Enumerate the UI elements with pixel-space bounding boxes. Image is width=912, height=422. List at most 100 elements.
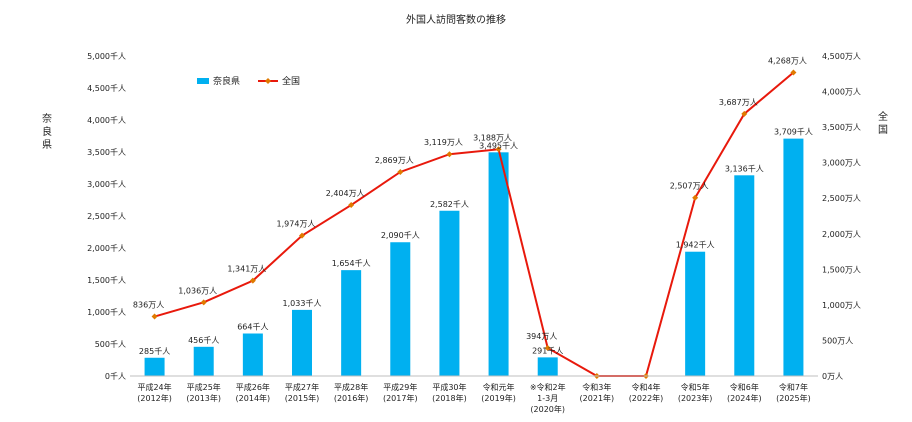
bar — [488, 152, 509, 376]
bar-data-label: 3,709千人 — [774, 127, 813, 137]
category-label: (2024年) — [727, 393, 762, 403]
bar-data-label: 1,654千人 — [332, 258, 371, 268]
line-data-label: 2,869万人 — [375, 156, 414, 165]
category-label: 1-3月 — [537, 394, 558, 403]
category-label: 令和5年 — [681, 382, 710, 392]
left-tick-label: 3,500千人 — [87, 147, 126, 157]
line-marker — [200, 299, 207, 306]
category-label: 令和3年 — [582, 382, 611, 392]
right-tick-label: 2,000万人 — [822, 230, 861, 239]
legend-marker — [265, 78, 271, 84]
right-tick-label: 3,000万人 — [822, 159, 861, 168]
bar-data-labels: 285千人 456千人 664千人 1,033千人 1,654千人 2,090千人 2,58… — [139, 127, 813, 356]
left-tick-label: 5,000千人 — [87, 51, 126, 61]
line-data-label: 1,341万人 — [227, 265, 266, 274]
category-label: ※令和2年 — [530, 382, 566, 392]
category-label: 平成29年 — [383, 382, 417, 392]
line-marker — [249, 277, 256, 284]
category-label: (2016年) — [334, 393, 369, 403]
left-tick-label: 4,500千人 — [87, 83, 126, 93]
legend: 奈良県 全国 — [197, 75, 300, 87]
right-tick-label: 500万人 — [822, 336, 853, 345]
right-tick-label: 3,500万人 — [822, 123, 861, 132]
bar-data-label: 664千人 — [237, 322, 268, 332]
line-data-label: 2,404万人 — [326, 189, 365, 198]
line-marker — [446, 151, 453, 158]
category-label: 平成28年 — [334, 382, 368, 392]
line-data-label: 3,687万人 — [719, 98, 758, 107]
left-tick-label: 0千人 — [105, 371, 126, 381]
line-data-label: 836万人 — [133, 301, 164, 310]
category-label: 令和6年 — [730, 382, 759, 392]
category-label: (2020年) — [530, 404, 565, 414]
left-tick-label: 500千人 — [95, 339, 126, 349]
line-marker — [495, 146, 502, 153]
category-label: (2023年) — [678, 393, 713, 403]
left-tick-label: 2,500千人 — [87, 211, 126, 221]
line-marker — [348, 202, 355, 209]
bar — [439, 210, 460, 376]
category-label: 令和元年 — [483, 382, 515, 392]
left-tick-label: 3,000千人 — [87, 179, 126, 189]
left-tick-label: 2,000千人 — [87, 243, 126, 253]
line-marker — [741, 110, 748, 117]
category-label: (2013年) — [186, 393, 221, 403]
bar — [242, 333, 263, 376]
category-label: (2015年) — [285, 393, 320, 403]
line-data-label: 2,507万人 — [670, 182, 709, 191]
line-data-label: 394万人 — [526, 332, 557, 341]
bar — [685, 251, 706, 376]
bar-data-label: 1,942千人 — [676, 240, 715, 250]
legend-label-nara: 奈良県 — [213, 75, 240, 87]
right-tick-label: 1,000万人 — [822, 301, 861, 310]
category-label: (2025年) — [776, 393, 811, 403]
left-tick-label: 4,000千人 — [87, 115, 126, 125]
bar — [390, 242, 411, 376]
right-tick-label: 2,500万人 — [822, 194, 861, 203]
left-tick-label: 1,500千人 — [87, 275, 126, 285]
bar-data-label: 2,582千人 — [430, 199, 469, 209]
line-data-label: 3,119万人 — [424, 138, 463, 147]
line-marker — [544, 344, 551, 351]
bar — [783, 138, 804, 376]
category-label: 平成24年 — [137, 382, 171, 392]
category-label: 平成25年 — [187, 382, 221, 392]
bar-data-label: 291千人 — [532, 345, 563, 355]
line-marker — [790, 69, 797, 76]
category-label: 令和4年 — [631, 382, 660, 392]
left-axis-title-char: 奈 — [42, 112, 52, 125]
line-path — [154, 71, 795, 377]
bar — [537, 357, 558, 376]
category-label: (2018年) — [432, 393, 467, 403]
bar-data-label: 285千人 — [139, 346, 170, 356]
right-axis-title: 全国 — [878, 110, 888, 136]
bar — [144, 357, 165, 376]
bar-data-label: 1,033千人 — [283, 298, 322, 308]
line-data-label: 1,974万人 — [277, 220, 316, 229]
category-label: (2021年) — [580, 393, 615, 403]
bar-data-label: 2,090千人 — [381, 230, 420, 240]
line-marker — [397, 168, 404, 175]
line-data-label: 4,268万人 — [768, 56, 807, 65]
left-axis: 0千人 500千人 1,000千人 1,500千人 2,000千人 2,500千人 3,00… — [87, 51, 126, 381]
bar-series-nara — [144, 138, 804, 376]
right-axis: 0万人 500万人 1,000万人 1,500万人 2,000万人 2,500万人 3,00… — [822, 52, 861, 381]
right-tick-label: 0万人 — [822, 372, 843, 381]
bar-data-label: 3,136千人 — [725, 163, 764, 173]
chart-title: 外国人訪問客数の推移 — [406, 13, 506, 26]
right-axis-title-char: 全 — [878, 110, 888, 123]
left-tick-label: 1,000千人 — [87, 307, 126, 317]
category-label: 平成26年 — [236, 382, 270, 392]
category-labels: 平成24年(2012年) 平成25年(2013年) 平成26年(2014年) 平成27… — [137, 382, 810, 414]
line-marker — [299, 232, 305, 239]
category-label: (2019年) — [481, 393, 516, 403]
right-tick-label: 4,000万人 — [822, 88, 861, 97]
legend-label-national: 全国 — [282, 75, 300, 87]
category-label: (2012年) — [137, 393, 172, 403]
legend-swatch-bar — [197, 78, 209, 84]
bar — [193, 346, 214, 376]
bar — [734, 175, 755, 376]
right-tick-label: 4,500万人 — [822, 52, 861, 61]
bar — [292, 309, 312, 376]
